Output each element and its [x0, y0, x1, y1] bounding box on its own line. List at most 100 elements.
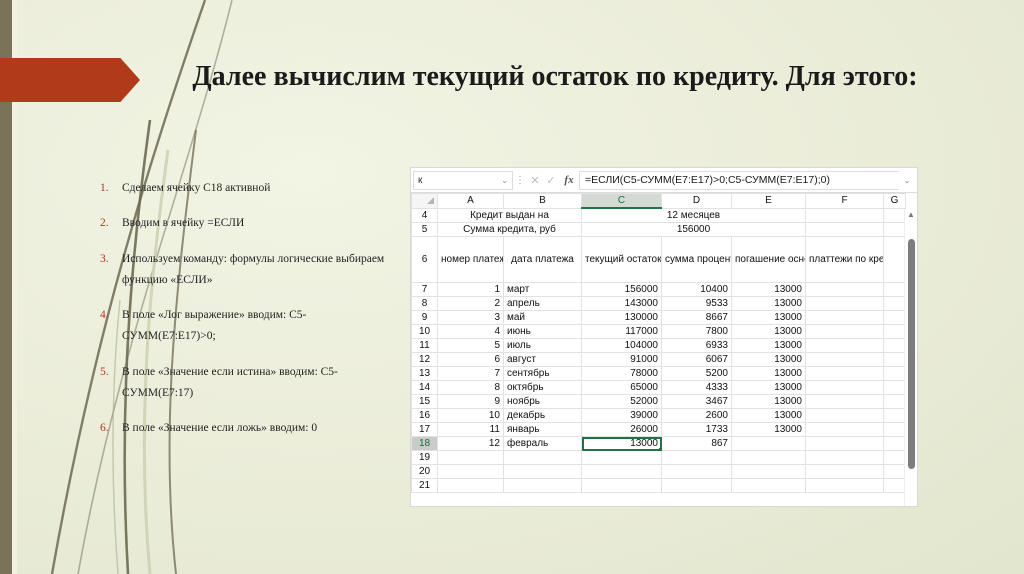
name-box[interactable]: к ⌄ — [413, 170, 513, 190]
cell-a13[interactable]: 7 — [437, 366, 504, 381]
cell-c5[interactable]: 156000 — [581, 222, 806, 237]
confirm-formula-icon[interactable]: ✓ — [546, 174, 556, 187]
row-header-12[interactable]: 12 — [411, 352, 438, 367]
cell-f6[interactable]: платтежи по кредиту, руб — [805, 236, 884, 283]
cell-f13[interactable] — [805, 366, 884, 381]
cell-g16[interactable] — [883, 408, 906, 423]
row-header-21[interactable]: 21 — [411, 478, 438, 493]
row-header-7[interactable]: 7 — [411, 282, 438, 297]
cell-e7[interactable]: 13000 — [731, 282, 806, 297]
column-header-e[interactable]: E — [731, 193, 806, 209]
cell-b12[interactable]: август — [503, 352, 582, 367]
cell-a10[interactable]: 4 — [437, 324, 504, 339]
cell-f18[interactable] — [805, 436, 884, 451]
cell-e15[interactable]: 13000 — [731, 394, 806, 409]
cell-f11[interactable] — [805, 338, 884, 353]
expand-formula-bar-icon[interactable]: ⌄ — [903, 175, 911, 185]
insert-function-icon[interactable]: fx — [564, 174, 574, 186]
row-header-9[interactable]: 9 — [411, 310, 438, 325]
cell-e18[interactable] — [731, 436, 806, 451]
cell-g19[interactable] — [883, 450, 906, 465]
cell-d8[interactable]: 9533 — [661, 296, 732, 311]
cell-e17[interactable]: 13000 — [731, 422, 806, 437]
cell-a11[interactable]: 5 — [437, 338, 504, 353]
row-header-5[interactable]: 5 — [411, 222, 438, 237]
cell-g20[interactable] — [883, 464, 906, 479]
cell-c20[interactable] — [581, 464, 662, 479]
cell-b13[interactable]: сентябрь — [503, 366, 582, 381]
cell-b16[interactable]: декабрь — [503, 408, 582, 423]
row-header-16[interactable]: 16 — [411, 408, 438, 423]
cell-b20[interactable] — [503, 464, 582, 479]
cell-e13[interactable]: 13000 — [731, 366, 806, 381]
cell-c12[interactable]: 91000 — [581, 352, 662, 367]
cell-a9[interactable]: 3 — [437, 310, 504, 325]
row-header-13[interactable]: 13 — [411, 366, 438, 381]
cell-d6[interactable]: сумма процентов, руб — [661, 236, 732, 283]
cell-c7[interactable]: 156000 — [581, 282, 662, 297]
cell-b8[interactable]: апрель — [503, 296, 582, 311]
cell-a6[interactable]: номер платежа — [437, 236, 504, 283]
cell-c4[interactable]: 12 месяцев — [581, 207, 806, 223]
cell-b7[interactable]: март — [503, 282, 582, 297]
cell-c8[interactable]: 143000 — [581, 296, 662, 311]
cell-e9[interactable]: 13000 — [731, 310, 806, 325]
cell-c19[interactable] — [581, 450, 662, 465]
cell-g5[interactable] — [883, 222, 906, 237]
cell-e11[interactable]: 13000 — [731, 338, 806, 353]
cell-b19[interactable] — [503, 450, 582, 465]
cell-d19[interactable] — [661, 450, 732, 465]
cell-a8[interactable]: 2 — [437, 296, 504, 311]
cell-c10[interactable]: 117000 — [581, 324, 662, 339]
cell-a7[interactable]: 1 — [437, 282, 504, 297]
cell-g15[interactable] — [883, 394, 906, 409]
cell-g10[interactable] — [883, 324, 906, 339]
cell-g6[interactable] — [883, 236, 906, 283]
cell-a15[interactable]: 9 — [437, 394, 504, 409]
cell-d17[interactable]: 1733 — [661, 422, 732, 437]
cell-a18[interactable]: 12 — [437, 436, 504, 451]
cell-d13[interactable]: 5200 — [661, 366, 732, 381]
row-header-17[interactable]: 17 — [411, 422, 438, 437]
cell-b17[interactable]: январь — [503, 422, 582, 437]
row-header-8[interactable]: 8 — [411, 296, 438, 311]
row-header-18[interactable]: 18 — [411, 436, 438, 451]
row-header-14[interactable]: 14 — [411, 380, 438, 395]
cell-e6[interactable]: погашение основного долга, руб — [731, 236, 806, 283]
cell-f12[interactable] — [805, 352, 884, 367]
cell-c11[interactable]: 104000 — [581, 338, 662, 353]
cell-c14[interactable]: 65000 — [581, 380, 662, 395]
scroll-up-icon[interactable]: ▲ — [907, 210, 915, 219]
cell-c6[interactable]: текущий остаток по кредиту, руб — [581, 236, 662, 283]
cell-a4[interactable]: Кредит выдан на — [437, 207, 582, 223]
cell-b21[interactable] — [503, 478, 582, 493]
chevron-down-icon[interactable]: ⌄ — [501, 175, 508, 185]
cell-e14[interactable]: 13000 — [731, 380, 806, 395]
row-header-15[interactable]: 15 — [411, 394, 438, 409]
formula-input[interactable]: =ЕСЛИ(C5-СУММ(E7:E17)>0;C5-СУММ(E7:E17);… — [579, 170, 899, 190]
cell-c9[interactable]: 130000 — [581, 310, 662, 325]
cell-g14[interactable] — [883, 380, 906, 395]
cell-f10[interactable] — [805, 324, 884, 339]
cell-d18[interactable]: 867 — [661, 436, 732, 451]
column-header-g[interactable]: G — [883, 193, 906, 209]
column-header-b[interactable]: B — [503, 193, 582, 209]
cell-f20[interactable] — [805, 464, 884, 479]
cell-f16[interactable] — [805, 408, 884, 423]
cell-a12[interactable]: 6 — [437, 352, 504, 367]
column-header-c[interactable]: C — [581, 193, 662, 209]
vertical-scrollbar[interactable]: ▲ — [904, 209, 917, 506]
cell-e20[interactable] — [731, 464, 806, 479]
cell-a14[interactable]: 8 — [437, 380, 504, 395]
more-options-icon[interactable]: ⋮ — [515, 174, 525, 186]
cell-a17[interactable]: 11 — [437, 422, 504, 437]
cell-g17[interactable] — [883, 422, 906, 437]
cell-d12[interactable]: 6067 — [661, 352, 732, 367]
cell-g11[interactable] — [883, 338, 906, 353]
cell-f7[interactable] — [805, 282, 884, 297]
cell-d11[interactable]: 6933 — [661, 338, 732, 353]
cell-d7[interactable]: 10400 — [661, 282, 732, 297]
row-header-6[interactable]: 6 — [411, 236, 438, 283]
cell-a5[interactable]: Сумма кредита, руб — [437, 222, 582, 237]
cell-b6[interactable]: дата платежа — [503, 236, 582, 283]
